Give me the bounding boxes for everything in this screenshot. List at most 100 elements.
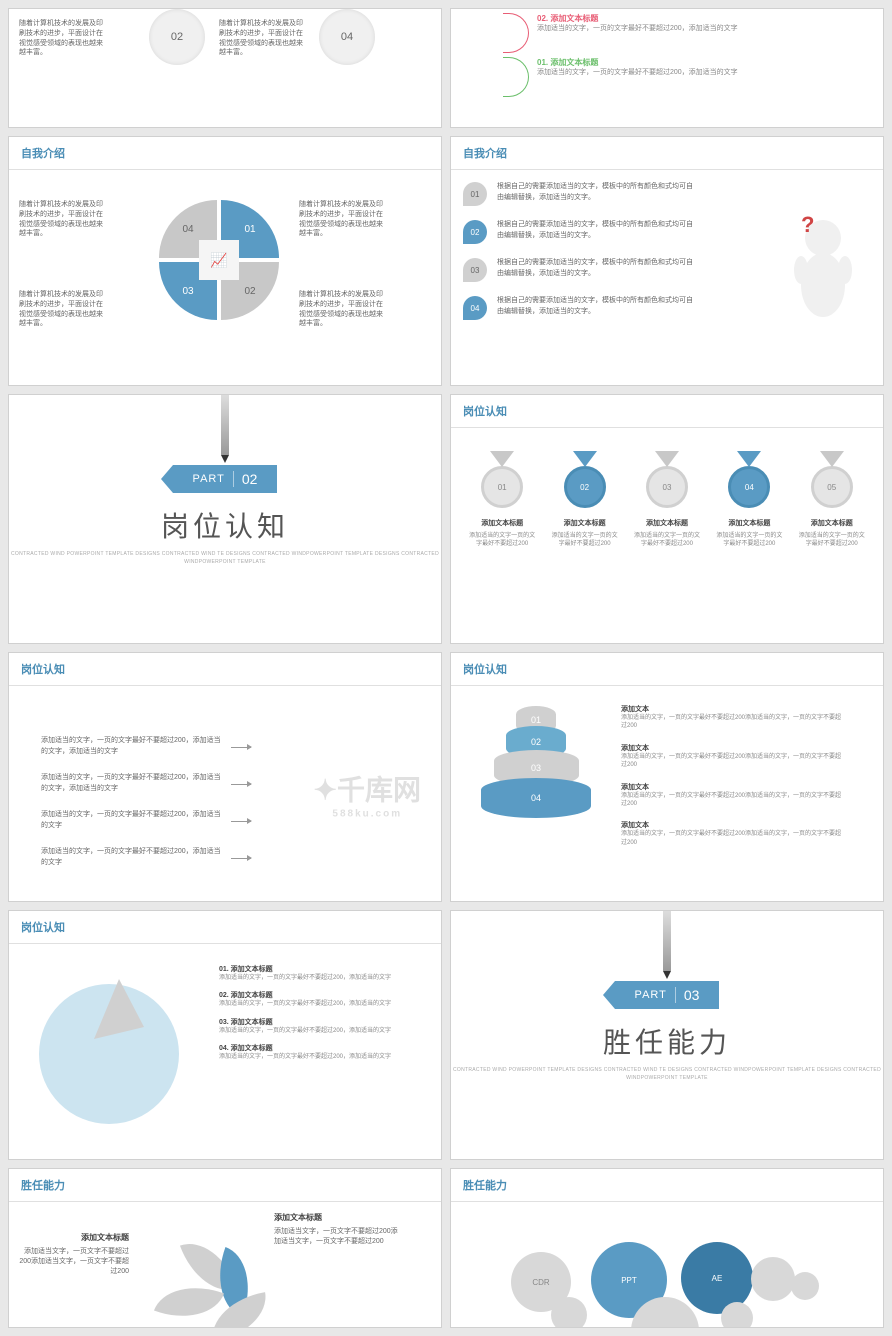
slide-numbered: 自我介绍 01 根据自己的需要添加适当的文字，模板中的所有颜色和式均可自由编辑替…	[450, 136, 884, 386]
medal-icon: 04	[728, 466, 770, 508]
arrow-item: 添加适当的文字，一页的文字最好不要超过200，添加适当的文字	[41, 802, 221, 839]
slide-part3: PART 03 胜任能力 CONTRACTED WIND POWERPOINT …	[450, 910, 884, 1160]
part-num: 03	[675, 987, 700, 1003]
part-title: 胜任能力	[603, 1021, 731, 1061]
medal-desc: 添加适当的文字一页的文字最好不要超过200	[632, 532, 702, 549]
slide-title: 岗位认知	[9, 911, 441, 944]
ring-list-item: 03. 添加文本标题添加适当的文字，一页的文字最好不要超过200，添加适当的文字	[219, 1017, 391, 1035]
svg-text:?: ?	[801, 212, 814, 237]
question-figure-icon: ?	[783, 210, 863, 330]
arrow-item: 添加适当的文字，一页的文字最好不要超过200，添加适当的文字	[41, 839, 221, 876]
num-text: 根据自己的需要添加适当的文字，模板中的所有颜色和式均可自由编辑替换，添加适当的文…	[497, 182, 697, 203]
rings-chart	[39, 984, 179, 1124]
num-item: 04 根据自己的需要添加适当的文字，模板中的所有颜色和式均可自由编辑替换，添加适…	[463, 296, 723, 320]
num-badge: 02	[463, 220, 487, 244]
ring-list-item: 04. 添加文本标题添加适当的文字，一页的文字最好不要超过200，添加适当的文字	[219, 1043, 391, 1061]
cone-list-item: 添加文本添加适当的文字，一页的文字最好不要超过200添加适当的文字，一页的文字不…	[621, 704, 841, 731]
bubble	[721, 1302, 753, 1328]
pie-text: 随着计算机技术的发展及印刷技术的进步，平面设计在视觉感受领域的表现也越来越丰富。	[19, 200, 109, 239]
slide-leaves: 胜任能力 添加文本标题 添加适当文字，一页文字不要超过200添加适当文字，一页文…	[8, 1168, 442, 1328]
medal-title: 添加文本标题	[632, 518, 702, 528]
cone-seg: 04	[481, 778, 591, 818]
pie-text: 随着计算机技术的发展及印刷技术的进步，平面设计在视觉感受领域的表现也越来越丰富。	[299, 290, 389, 329]
slide-curves: 02. 添加文本标题 添加适当的文字，一页的文字最好不要超过200，添加适当的文…	[450, 8, 884, 128]
curve-desc: 添加适当的文字，一页的文字最好不要超过200，添加适当的文字	[537, 68, 738, 77]
slide-title: 岗位认知	[451, 395, 883, 428]
num-item: 01 根据自己的需要添加适当的文字，模板中的所有颜色和式均可自由编辑替换，添加适…	[463, 182, 723, 206]
medal-title: 添加文本标题	[714, 518, 784, 528]
num-item: 03 根据自己的需要添加适当的文字，模板中的所有颜色和式均可自由编辑替换，添加适…	[463, 258, 723, 282]
num-badge: 01	[463, 182, 487, 206]
part-num: 02	[233, 471, 258, 487]
slide-title: 胜任能力	[451, 1169, 883, 1202]
bubble	[551, 1297, 587, 1328]
cone-list-item: 添加文本添加适当的文字，一页的文字最好不要超过200添加适当的文字，一页的文字不…	[621, 782, 841, 809]
part-banner: PART 02	[173, 465, 278, 493]
num-text: 根据自己的需要添加适当的文字，模板中的所有颜色和式均可自由编辑替换，添加适当的文…	[497, 258, 697, 279]
medal-desc: 添加适当的文字一页的文字最好不要超过200	[467, 532, 537, 549]
curve-shape	[503, 57, 529, 97]
medal-title: 添加文本标题	[550, 518, 620, 528]
slide-grid: 随着计算机技术的发展及印刷技术的进步，平面设计在视觉感受领域的表现也越来越丰富。…	[0, 0, 892, 1336]
num-text: 根据自己的需要添加适当的文字，模板中的所有颜色和式均可自由编辑替换，添加适当的文…	[497, 220, 697, 241]
medal-col: 02 添加文本标题 添加适当的文字一页的文字最好不要超过200	[550, 448, 620, 549]
medal-col: 04 添加文本标题 添加适当的文字一页的文字最好不要超过200	[714, 448, 784, 549]
slide-bubbles: 胜任能力 CDRPPTAE软件能力	[450, 1168, 884, 1328]
curve-item: 02. 添加文本标题 添加适当的文字，一页的文字最好不要超过200，添加适当的文…	[463, 13, 871, 53]
slide-medals: 岗位认知 01 添加文本标题 添加适当的文字一页的文字最好不要超过200 02 …	[450, 394, 884, 644]
slide-arrows: 岗位认知 添加适当的文字，一页的文字最好不要超过200，添加适当的文字，添加适当…	[8, 652, 442, 902]
medal-desc: 添加适当的文字一页的文字最好不要超过200	[714, 532, 784, 549]
medal-col: 03 添加文本标题 添加适当的文字一页的文字最好不要超过200	[632, 448, 702, 549]
leaf-text-left: 添加文本标题 添加适当文字，一页文字不要超过200添加适当文字，一页文字不要超过…	[19, 1232, 129, 1276]
slide-cone: 岗位认知 01020304 添加文本添加适当的文字，一页的文字最好不要超过200…	[450, 652, 884, 902]
watermark-url: 588ku.com	[314, 809, 421, 820]
medal-desc: 添加适当的文字一页的文字最好不要超过200	[550, 532, 620, 549]
pencil-icon	[221, 395, 229, 455]
slide-part2: PART 02 岗位认知 CONTRACTED WIND POWERPOINT …	[8, 394, 442, 644]
pie-chart: 01 02 03 04 📈	[159, 200, 279, 320]
watermark: ✦千库网 588ku.com	[314, 769, 421, 820]
curve-title: 01. 添加文本标题	[537, 57, 738, 68]
medal-col: 01 添加文本标题 添加适当的文字一页的文字最好不要超过200	[467, 448, 537, 549]
gear-04: 04	[319, 9, 375, 65]
leaf-chart	[159, 1242, 259, 1328]
medal-icon: 05	[811, 466, 853, 508]
medals-row: 01 添加文本标题 添加适当的文字一页的文字最好不要超过200 02 添加文本标…	[451, 428, 883, 549]
leaf-text-right: 添加文本标题 添加适当文字，一页文字不要超过200添加适当文字，一页文字不要超过…	[274, 1212, 404, 1246]
medal-desc: 添加适当的文字一页的文字最好不要超过200	[797, 532, 867, 549]
arrow-item: 添加适当的文字，一页的文字最好不要超过200，添加适当的文字，添加适当的文字	[41, 765, 221, 802]
slide-rings: 岗位认知 01. 添加文本标题添加适当的文字，一页的文字最好不要超过200，添加…	[8, 910, 442, 1160]
medal-col: 05 添加文本标题 添加适当的文字一页的文字最好不要超过200	[797, 448, 867, 549]
num-badge: 03	[463, 258, 487, 282]
gear-text: 随着计算机技术的发展及印刷技术的进步，平面设计在视觉感受领域的表现也越来越丰富。	[219, 19, 309, 58]
part-subtitle: CONTRACTED WIND POWERPOINT TEMPLATE DESI…	[451, 1067, 883, 1082]
curve-shape	[503, 13, 529, 53]
ring-list-item: 02. 添加文本标题添加适当的文字，一页的文字最好不要超过200，添加适当的文字	[219, 990, 391, 1008]
medal-title: 添加文本标题	[797, 518, 867, 528]
part-label: PART	[193, 473, 225, 485]
part-title: 岗位认知	[161, 505, 289, 545]
cone-list-item: 添加文本添加适当的文字，一页的文字最好不要超过200添加适当的文字，一页的文字不…	[621, 820, 841, 847]
cone-list-item: 添加文本添加适当的文字，一页的文字最好不要超过200添加适当的文字，一页的文字不…	[621, 743, 841, 770]
pie-center-icon: 📈	[199, 240, 239, 280]
cone-chart: 01020304	[481, 706, 591, 810]
bubble-chart: CDRPPTAE软件能力	[451, 1202, 883, 1328]
slide-title: 岗位认知	[9, 653, 441, 686]
slide-title: 胜任能力	[9, 1169, 441, 1202]
pie-text: 随着计算机技术的发展及印刷技术的进步，平面设计在视觉感受领域的表现也越来越丰富。	[299, 200, 389, 239]
slide-title: 岗位认知	[451, 653, 883, 686]
part-label: PART	[635, 989, 667, 1001]
part-banner: PART 03	[615, 981, 720, 1009]
gear-02: 02	[149, 9, 205, 65]
gear-text: 随着计算机技术的发展及印刷技术的进步，平面设计在视觉感受领域的表现也越来越丰富。	[19, 19, 109, 58]
bubble	[751, 1257, 795, 1301]
pencil-icon	[663, 911, 671, 971]
watermark-icon: ✦	[314, 775, 337, 806]
slide-pie: 自我介绍 随着计算机技术的发展及印刷技术的进步，平面设计在视觉感受领域的表现也越…	[8, 136, 442, 386]
pie-text: 随着计算机技术的发展及印刷技术的进步，平面设计在视觉感受领域的表现也越来越丰富。	[19, 290, 109, 329]
slide-title: 自我介绍	[451, 137, 883, 170]
medal-icon: 02	[564, 466, 606, 508]
curve-item: 01. 添加文本标题 添加适当的文字，一页的文字最好不要超过200，添加适当的文…	[463, 57, 871, 97]
medal-icon: 01	[481, 466, 523, 508]
curve-title: 02. 添加文本标题	[537, 13, 738, 24]
